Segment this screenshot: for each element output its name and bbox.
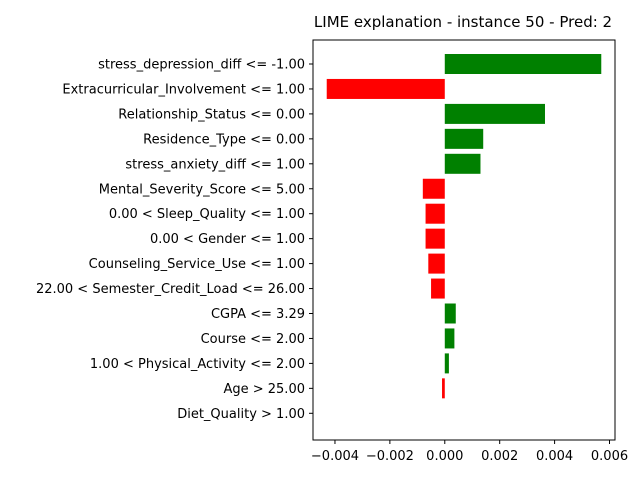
category-label: 0.00 < Sleep_Quality <= 1.00 — [109, 207, 305, 222]
chart-title: LIME explanation - instance 50 - Pred: 2 — [314, 13, 612, 31]
x-tick-label: 0.000 — [426, 449, 463, 464]
category-label: Extracurricular_Involvement <= 1.00 — [62, 82, 305, 97]
bar-10 — [444, 303, 456, 324]
category-label: 0.00 < Gender <= 1.00 — [150, 232, 305, 247]
x-tick-label: 0.006 — [591, 449, 628, 464]
category-label: CGPA <= 3.29 — [211, 307, 305, 322]
category-label: 1.00 < Physical_Activity <= 2.00 — [90, 357, 305, 372]
bar-5 — [422, 178, 445, 199]
category-label: stress_depression_diff <= -1.00 — [98, 58, 305, 73]
category-label: 22.00 < Semester_Credit_Load <= 26.00 — [36, 282, 305, 297]
bar-13 — [442, 378, 445, 399]
x-tick-label: 0.002 — [481, 449, 518, 464]
bar-3 — [444, 128, 484, 149]
bar-7 — [425, 228, 445, 249]
category-label: Diet_Quality > 1.00 — [177, 407, 305, 422]
category-label: stress_anxiety_diff <= 1.00 — [125, 157, 305, 172]
x-tick-label: 0.004 — [536, 449, 573, 464]
bar-9 — [431, 278, 445, 299]
bar-1 — [326, 78, 445, 99]
plot-frame — [312, 39, 616, 441]
bar-11 — [444, 328, 455, 349]
bar-0 — [444, 54, 602, 74]
category-label: Counseling_Service_Use <= 1.00 — [89, 257, 305, 272]
category-label: Age > 25.00 — [223, 382, 305, 397]
category-label: Relationship_Status <= 0.00 — [118, 107, 305, 122]
x-tick-label: −0.004 — [311, 449, 359, 464]
bar-2 — [444, 103, 545, 124]
bar-4 — [444, 153, 481, 174]
bar-8 — [428, 253, 445, 274]
bar-6 — [425, 203, 445, 224]
category-labels-group: stress_depression_diff <= -1.00 Extracurr… — [36, 58, 313, 422]
x-tick-label: −0.002 — [366, 449, 414, 464]
x-ticks-group: −0.004 −0.002 0.000 0.002 0.004 0.006 — [311, 440, 628, 464]
category-label: Course <= 2.00 — [201, 332, 305, 347]
bar-12 — [444, 353, 449, 374]
category-label: Residence_Type <= 0.00 — [143, 132, 305, 147]
category-label: Mental_Severity_Score <= 5.00 — [99, 182, 305, 197]
bars-group — [326, 54, 602, 399]
